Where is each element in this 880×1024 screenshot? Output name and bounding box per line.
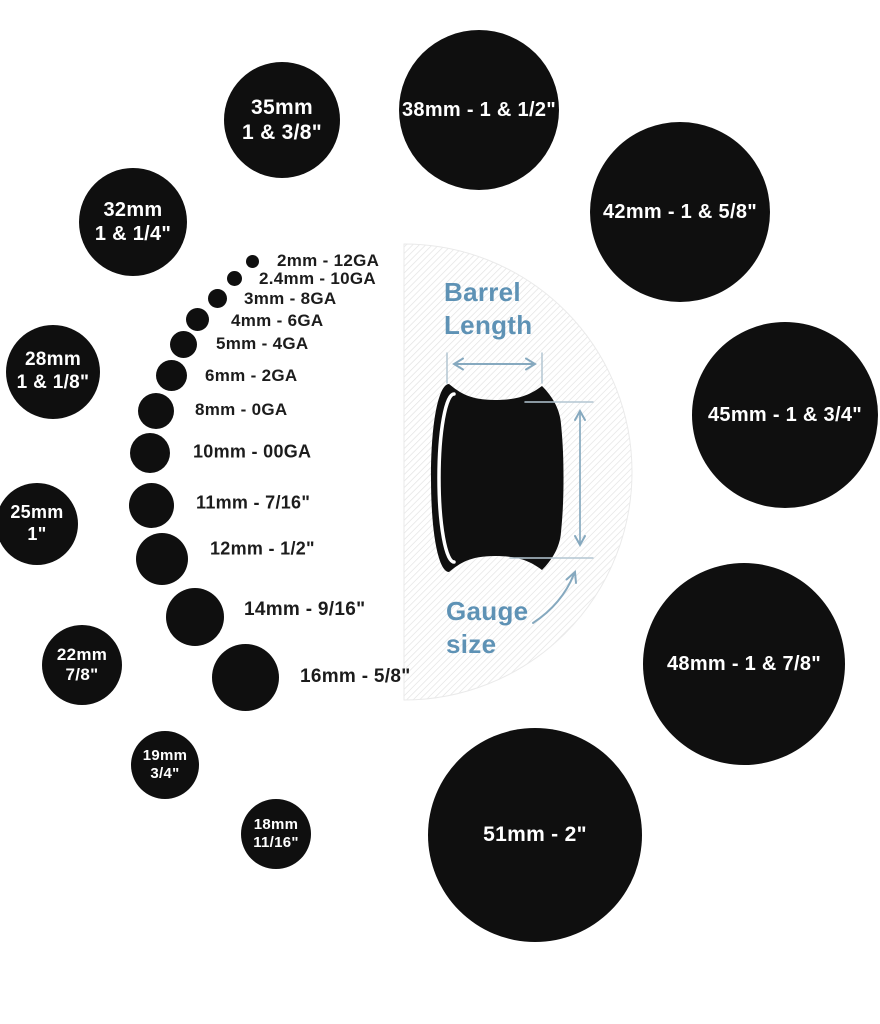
gauge-dot-8mm bbox=[138, 393, 174, 429]
gauge-dot-14mm bbox=[166, 588, 224, 646]
size-circle-18mm: 18mm 11/16" bbox=[241, 799, 311, 869]
size-circle-label: 42mm - 1 & 5/8" bbox=[602, 201, 758, 223]
gauge-dot-10mm bbox=[130, 433, 170, 473]
size-circle-25mm: 25mm 1" bbox=[0, 483, 78, 565]
size-circle-mm-label: 28mm bbox=[24, 349, 82, 371]
gauge-dot-label: 10mm - 00GA bbox=[193, 441, 312, 462]
size-circle-38mm: 38mm - 1 & 1/2" bbox=[399, 30, 559, 190]
size-circle-45mm: 45mm - 1 & 3/4" bbox=[692, 322, 878, 508]
gauge-dot-label: 16mm - 5/8" bbox=[300, 666, 411, 687]
size-circle-inch-label: 3/4" bbox=[150, 765, 180, 782]
gauge-dot-2.4mm bbox=[226, 270, 242, 286]
gauge-size-pointer-arrow bbox=[532, 569, 577, 624]
size-circle-inch-label: 1 & 1/4" bbox=[94, 223, 172, 245]
gauge-dot-6mm bbox=[155, 359, 187, 391]
barrel-length-arrow bbox=[446, 352, 543, 384]
size-circle-28mm: 28mm 1 & 1/8" bbox=[6, 325, 100, 419]
size-circle-inch-label: 11/16" bbox=[253, 834, 299, 851]
size-circle-label: 38mm - 1 & 1/2" bbox=[401, 99, 557, 121]
gauge-dot-3mm bbox=[207, 288, 227, 308]
gauge-dot-label: 12mm - 1/2" bbox=[210, 538, 315, 559]
gauge-dot-label: 4mm - 6GA bbox=[231, 311, 324, 330]
barrel-length-label: Barrel Length bbox=[444, 277, 533, 340]
gauge-dot-4mm bbox=[185, 307, 209, 331]
plug-drawing bbox=[431, 384, 564, 572]
gauge-dot-label: 11mm - 7/16" bbox=[196, 492, 311, 513]
gauge-dot-label: 2mm - 12GA bbox=[277, 251, 380, 270]
gauge-dot-11mm bbox=[128, 482, 174, 528]
size-circle-inch-label: 1 & 3/8" bbox=[241, 121, 323, 144]
size-circle-label: 45mm - 1 & 3/4" bbox=[707, 404, 863, 426]
gauge-dot-label: 14mm - 9/16" bbox=[244, 599, 366, 620]
gauge-dot-label: 6mm - 2GA bbox=[205, 366, 298, 385]
size-circle-35mm: 35mm 1 & 3/8" bbox=[224, 62, 340, 178]
plug-silhouette bbox=[431, 384, 564, 572]
size-circle-22mm: 22mm 7/8" bbox=[42, 625, 122, 705]
size-circle-51mm: 51mm - 2" bbox=[428, 728, 642, 942]
size-circle-mm-label: 22mm bbox=[56, 644, 108, 664]
size-circle-mm-label: 25mm bbox=[10, 502, 64, 523]
size-circle-mm-label: 18mm bbox=[253, 816, 299, 833]
size-circle-inch-label: 7/8" bbox=[65, 665, 99, 684]
gauge-dot-5mm bbox=[169, 330, 197, 358]
size-circle-19mm: 19mm 3/4" bbox=[131, 731, 199, 799]
size-circle-48mm: 48mm - 1 & 7/8" bbox=[643, 563, 845, 765]
size-circle-label: 51mm - 2" bbox=[483, 823, 587, 847]
gauge-dot-label: 5mm - 4GA bbox=[216, 334, 309, 353]
gauge-dot-label: 2.4mm - 10GA bbox=[259, 269, 376, 288]
gauge-dot-label: 3mm - 8GA bbox=[244, 289, 337, 308]
gauge-dot-12mm bbox=[136, 533, 188, 585]
size-circle-mm-label: 19mm bbox=[142, 747, 188, 764]
size-circle-42mm: 42mm - 1 & 5/8" bbox=[590, 122, 770, 302]
plug-flare-highlight bbox=[437, 392, 456, 564]
size-circle-mm-label: 35mm bbox=[251, 95, 313, 119]
gauge-dot-2mm bbox=[245, 254, 259, 268]
gauge-size-label: Gauge size bbox=[446, 596, 529, 659]
size-circle-inch-label: 1 & 1/8" bbox=[16, 372, 90, 393]
size-circle-label: 48mm - 1 & 7/8" bbox=[666, 653, 822, 675]
size-circle-inch-label: 1" bbox=[27, 524, 47, 544]
gauge-dot-label: 8mm - 0GA bbox=[195, 400, 288, 419]
size-circle-mm-label: 32mm bbox=[103, 199, 163, 221]
gauge-size-arrow bbox=[509, 401, 594, 559]
size-circle-32mm: 32mm 1 & 1/4" bbox=[79, 168, 187, 276]
gauge-dot-16mm bbox=[211, 643, 279, 711]
